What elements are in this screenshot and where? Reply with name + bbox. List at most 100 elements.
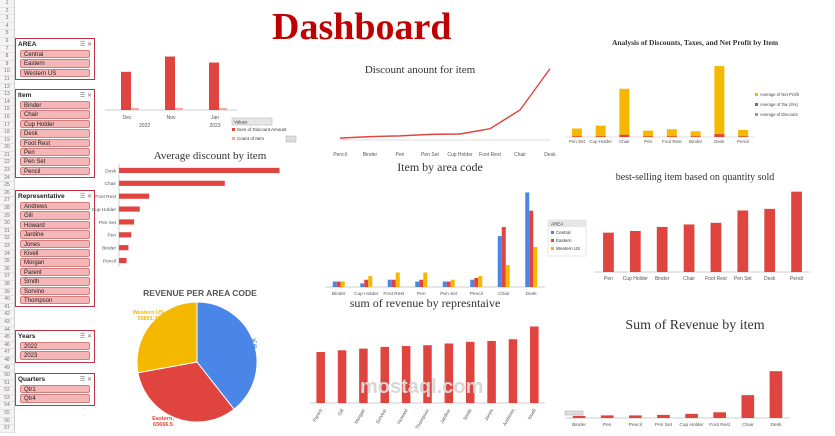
bar <box>643 130 654 137</box>
row-number: 55 <box>0 410 14 418</box>
slicer-item-jardine[interactable]: Jardine <box>20 230 90 239</box>
slicer-item-kivell[interactable]: Kivell <box>20 248 90 258</box>
slicer-item-pen[interactable]: Pen <box>20 147 90 157</box>
bar <box>600 415 614 418</box>
slicer-item-morgan[interactable]: Morgan <box>20 258 90 267</box>
chart-title-revenue-item: Sum of Revenue by item <box>625 318 765 333</box>
legend-swatch <box>551 239 554 242</box>
slicer-item-smith[interactable]: Smith <box>20 277 90 286</box>
slicer-item-chair[interactable]: Chair <box>20 110 90 119</box>
area-slicer[interactable]: AREA ☰ ✕ Central Eastern Western US <box>15 38 95 81</box>
row-number: 41 <box>0 304 14 312</box>
tick-label: Andrews <box>502 407 517 427</box>
slicer-item-parent[interactable]: Parent <box>20 267 90 277</box>
bar <box>119 245 129 251</box>
pie-slice <box>196 301 258 410</box>
tick-label: Cup Holder <box>92 207 117 213</box>
tick-label: Desk <box>770 422 782 428</box>
pie-value-label: 79088.5 <box>237 344 257 350</box>
legend-swatch <box>551 231 554 234</box>
legend-label: Central <box>556 230 571 235</box>
tick-label: Dec <box>123 115 132 121</box>
bar <box>595 125 606 137</box>
tick-label: Binder <box>572 422 586 428</box>
slicer-item-andrews[interactable]: Andrews <box>20 202 90 211</box>
tick-label: Pencil <box>103 258 116 264</box>
tick-label: Nov <box>167 115 176 121</box>
slicer-item-sorvino[interactable]: Sorvino <box>20 286 90 295</box>
legend-title: AREA <box>551 222 563 227</box>
tick-label: Pen Set <box>99 220 117 226</box>
bar <box>380 346 390 403</box>
tick-label: Foot Rest <box>95 194 116 200</box>
legend-swatch <box>551 247 554 250</box>
row-number: 14 <box>0 99 14 107</box>
slicer-item-foot-rest[interactable]: Foot Rest <box>20 138 90 147</box>
representative-slicer[interactable]: Representative ☰ ✕ Andrews Gill Howard Jardi… <box>15 190 95 308</box>
chart-title-revenue-area: REVENUE PER AREA CODE <box>143 288 257 298</box>
tick-label: Pen <box>604 276 613 282</box>
slicer-item-cup-holder[interactable]: Cup Holder <box>20 119 90 129</box>
clear-filter-icon[interactable]: ☰ ✕ <box>79 377 92 383</box>
revenue-per-area-pie-chart: Central,79088.5 Eastern,65666.5 Western US… <box>133 301 258 428</box>
group-label: 2022 <box>139 123 150 129</box>
clear-filter-icon[interactable]: ☰ ✕ <box>79 93 92 99</box>
quarters-slicer[interactable]: Quarters ☰ ✕ Qtr1 Qtr4 <box>15 373 95 406</box>
bar <box>628 415 642 418</box>
tick-label: Desk <box>714 139 725 144</box>
bar <box>209 62 219 110</box>
tick-label: Chair <box>498 291 510 297</box>
filter-button <box>564 410 584 416</box>
row-number: 30 <box>0 220 14 228</box>
slicer-item-binder[interactable]: Binder <box>20 101 90 110</box>
bar <box>337 350 347 403</box>
slicer-item-desk[interactable]: Desk <box>20 129 90 138</box>
row-number: 47 <box>0 349 14 357</box>
row-number: 56 <box>0 418 14 426</box>
tick-label: Jardine <box>439 408 452 425</box>
row-number: 21 <box>0 152 14 160</box>
tick-label: Jan <box>211 115 219 121</box>
bar <box>657 414 670 418</box>
row-number: 12 <box>0 84 14 92</box>
row-number: 45 <box>0 334 14 342</box>
tick-label: Chair <box>619 139 630 144</box>
tick-label: Chair <box>683 276 695 282</box>
slicer-item-eastern[interactable]: Eastern <box>20 59 90 68</box>
tick-label: Cup Holder <box>589 139 612 144</box>
slicer-item-howard[interactable]: Howard <box>20 220 90 230</box>
discount-amount-line-chart: Pencil Binder Pen Pen Set Cup Holder Foot Res… <box>333 68 556 158</box>
clear-filter-icon[interactable]: ☰ ✕ <box>79 42 92 48</box>
bar <box>666 129 677 137</box>
slicer-item-central[interactable]: Central <box>20 50 90 59</box>
slicer-item-qtr4[interactable]: Qtr4 <box>20 394 90 403</box>
best-selling-item-chart: Pen Cup Holder Binder Chair Foot Rest Pen Set… <box>595 191 810 282</box>
bar <box>121 71 131 110</box>
slicer-item-western-us[interactable]: Western US <box>20 68 90 78</box>
tick-label: Foot Rest <box>709 422 730 428</box>
clear-filter-icon[interactable]: ☰ ✕ <box>79 194 92 200</box>
slicer-item-pen-set[interactable]: Pen Set <box>20 157 90 166</box>
legend-header <box>548 220 586 227</box>
bar <box>619 134 630 137</box>
slicer-item-gill[interactable]: Gill <box>20 211 90 220</box>
bar <box>336 281 341 287</box>
slicer-item-2023[interactable]: 2023 <box>20 351 90 360</box>
row-number: 17 <box>0 122 14 130</box>
legend-label: Average of Tax (4%) <box>760 102 798 107</box>
slicer-item-thompson[interactable]: Thompson <box>20 295 90 305</box>
tick-label: Smith <box>462 408 473 422</box>
bar <box>530 326 539 403</box>
item-slicer[interactable]: Item ☰ ✕ Binder Chair Cup Holder Desk Foot Re… <box>15 89 95 179</box>
row-number: 42 <box>0 311 14 319</box>
years-slicer[interactable]: Years ☰ ✕ 2022 2023 <box>15 330 95 363</box>
clear-filter-icon[interactable]: ☰ ✕ <box>79 334 92 340</box>
bar <box>219 108 227 110</box>
tick-label: Thompson <box>414 408 431 431</box>
slicer-item-pencil[interactable]: Pencil <box>20 166 90 176</box>
slicer-item-qtr1[interactable]: Qtr1 <box>20 385 90 394</box>
slicer-item-2022[interactable]: 2022 <box>20 342 90 351</box>
slicer-title: Years <box>18 333 36 340</box>
bar <box>497 236 502 287</box>
slicer-item-jones[interactable]: Jones <box>20 239 90 248</box>
